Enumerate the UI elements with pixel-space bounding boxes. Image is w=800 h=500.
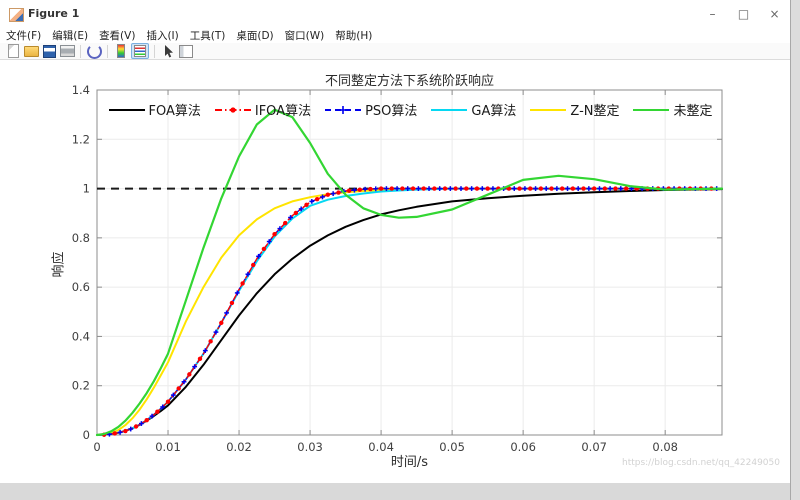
edit-plot-cursor-icon[interactable] [160,44,176,58]
legend-label: Z-N整定 [570,104,620,119]
property-inspector-icon[interactable] [178,44,194,58]
menu-item-6[interactable]: 窗口(W) [284,30,325,42]
svg-text:0.2: 0.2 [72,379,90,393]
minimize-button[interactable]: – [709,7,716,21]
desktop-background-right [790,0,800,500]
svg-text:0.08: 0.08 [652,440,678,454]
legend-item-5: 未整定 [632,100,713,119]
chart-legend: FOA算法 IFOA算法 PSO算法 GA算法 Z-N整定 未整定 [90,100,730,119]
menu-item-5[interactable]: 桌面(D) [236,30,274,42]
svg-text:0: 0 [83,428,90,442]
open-folder-icon[interactable] [23,44,39,58]
csdn-watermark: https://blog.csdn.net/qq_42249050 [621,458,780,468]
menu-item-1[interactable]: 编辑(E) [52,30,89,42]
save-icon[interactable] [41,44,57,58]
svg-text:0.8: 0.8 [72,231,90,245]
legend-line-sample [108,108,145,111]
svg-text:0: 0 [93,440,100,454]
legend-item-0: FOA算法 [108,100,201,119]
svg-text:0.03: 0.03 [297,440,323,454]
legend-label: 未整定 [673,104,713,119]
toolbar [0,43,790,60]
figure-canvas: 不同整定方法下系统阶跃响应 FOA算法 IFOA算法 PSO算法 GA算法 Z-N整定 未… [0,60,790,483]
legend-label: IFOA算法 [254,104,312,119]
legend-item-1: IFOA算法 [214,100,311,119]
svg-text:0.6: 0.6 [72,280,90,294]
menu-item-2[interactable]: 查看(V) [99,30,136,42]
new-document-icon[interactable] [5,44,21,58]
svg-text:1.2: 1.2 [72,132,90,146]
plot-area: 0 0.01 0.02 0.03 0.04 0.05 0.06 0.07 0.08 0 0.2 0.4… [72,83,724,454]
maximize-button[interactable]: □ [737,7,750,21]
link-plot-icon[interactable] [86,43,102,59]
menu-item-7[interactable]: 帮助(H) [335,30,373,42]
svg-text:1: 1 [83,182,90,196]
svg-text:0.05: 0.05 [439,440,465,454]
menu-bar: 文件(F) 编辑(E) 查看(V) 插入(I) 工具(T) 桌面(D) 窗口(W) 帮助(H) [0,28,790,43]
legend-line-sample [214,106,251,113]
legend-line-sample [431,108,468,111]
title-bar[interactable]: Figure 1 – □ × [0,0,790,28]
x-axis-label: 时间/s [390,455,429,470]
legend-item-2: PSO算法 [324,100,417,119]
menu-item-0[interactable]: 文件(F) [6,30,42,42]
legend-label: PSO算法 [365,104,418,119]
legend-line-sample [633,108,670,111]
figure-window: Figure 1 – □ × 文件(F) 编辑(E) 查看(V) 插入(I) 工具(T) 桌面… [0,0,790,483]
svg-text:0.02: 0.02 [226,440,252,454]
close-button[interactable]: × [769,7,780,21]
print-icon[interactable] [59,44,75,58]
menu-item-4[interactable]: 工具(T) [189,30,226,42]
menu-item-3[interactable]: 插入(I) [146,30,179,42]
matlab-figure-icon [9,8,24,22]
window-controls: – □ × [697,0,790,28]
desktop-background-bottom [0,483,790,500]
svg-text:1.4: 1.4 [72,83,90,97]
chart-title: 不同整定方法下系统阶跃响应 [324,74,494,89]
toolbar-separator [80,44,81,58]
toolbar-separator [154,44,155,58]
legend-line-sample [530,108,567,111]
y-axis-label: 响应 [51,251,67,278]
legend-line-sample [325,105,362,114]
svg-text:0.4: 0.4 [72,329,90,343]
insert-colorbar-icon[interactable] [113,44,129,58]
legend-item-3: GA算法 [430,100,516,119]
legend-label: FOA算法 [148,104,201,119]
svg-text:0.07: 0.07 [581,440,607,454]
svg-text:0.04: 0.04 [368,440,394,454]
insert-legend-icon[interactable] [131,43,149,59]
window-title: Figure 1 [28,7,80,20]
svg-text:0.06: 0.06 [510,440,536,454]
svg-text:0.01: 0.01 [155,440,181,454]
legend-label: GA算法 [471,104,517,119]
toolbar-separator [107,44,108,58]
legend-item-4: Z-N整定 [529,100,619,119]
